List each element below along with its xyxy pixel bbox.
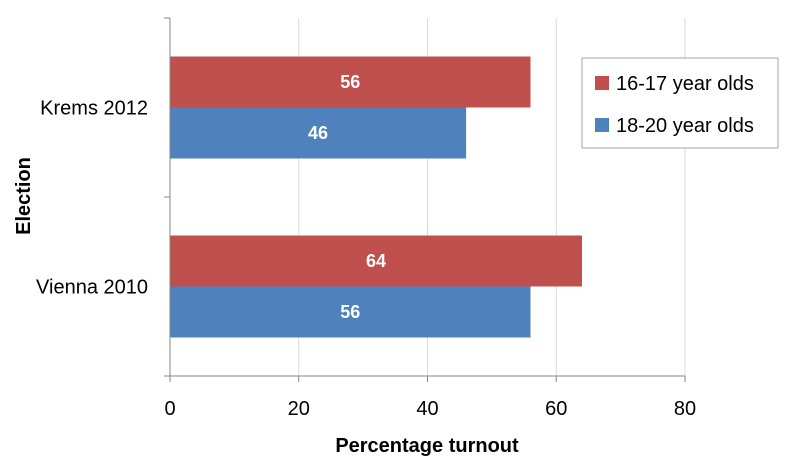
bar [170,107,467,159]
data-label: 56 [340,302,360,322]
y-category-labels: Krems 2012 Vienna 2010 [36,98,148,299]
x-tick-labels: 0 20 40 60 80 [164,398,696,420]
legend: 16-17 year olds 18-20 year olds [581,57,779,149]
category-label: Vienna 2010 [36,277,148,299]
legend-label: 16-17 year olds [616,73,754,95]
legend-swatch [595,76,609,90]
data-label: 56 [340,72,360,92]
x-tick-label: 0 [164,398,175,420]
data-labels: 56 46 64 56 [308,72,386,322]
x-axis-title: Percentage turnout [335,435,519,457]
x-tick-label: 20 [288,398,310,420]
legend-swatch [595,118,609,132]
legend-box [581,57,779,149]
legend-label: 18-20 year olds [616,115,754,137]
bars [170,56,582,338]
bar [170,286,531,338]
x-tick-label: 60 [545,398,567,420]
x-tick-label: 40 [416,398,438,420]
y-axis-title: Election [13,157,35,235]
category-label: Krems 2012 [40,98,148,120]
data-label: 46 [308,123,328,143]
bar [170,56,531,108]
x-tick-label: 80 [674,398,696,420]
axes [164,17,686,382]
data-label: 64 [366,251,386,271]
bar [170,235,582,287]
